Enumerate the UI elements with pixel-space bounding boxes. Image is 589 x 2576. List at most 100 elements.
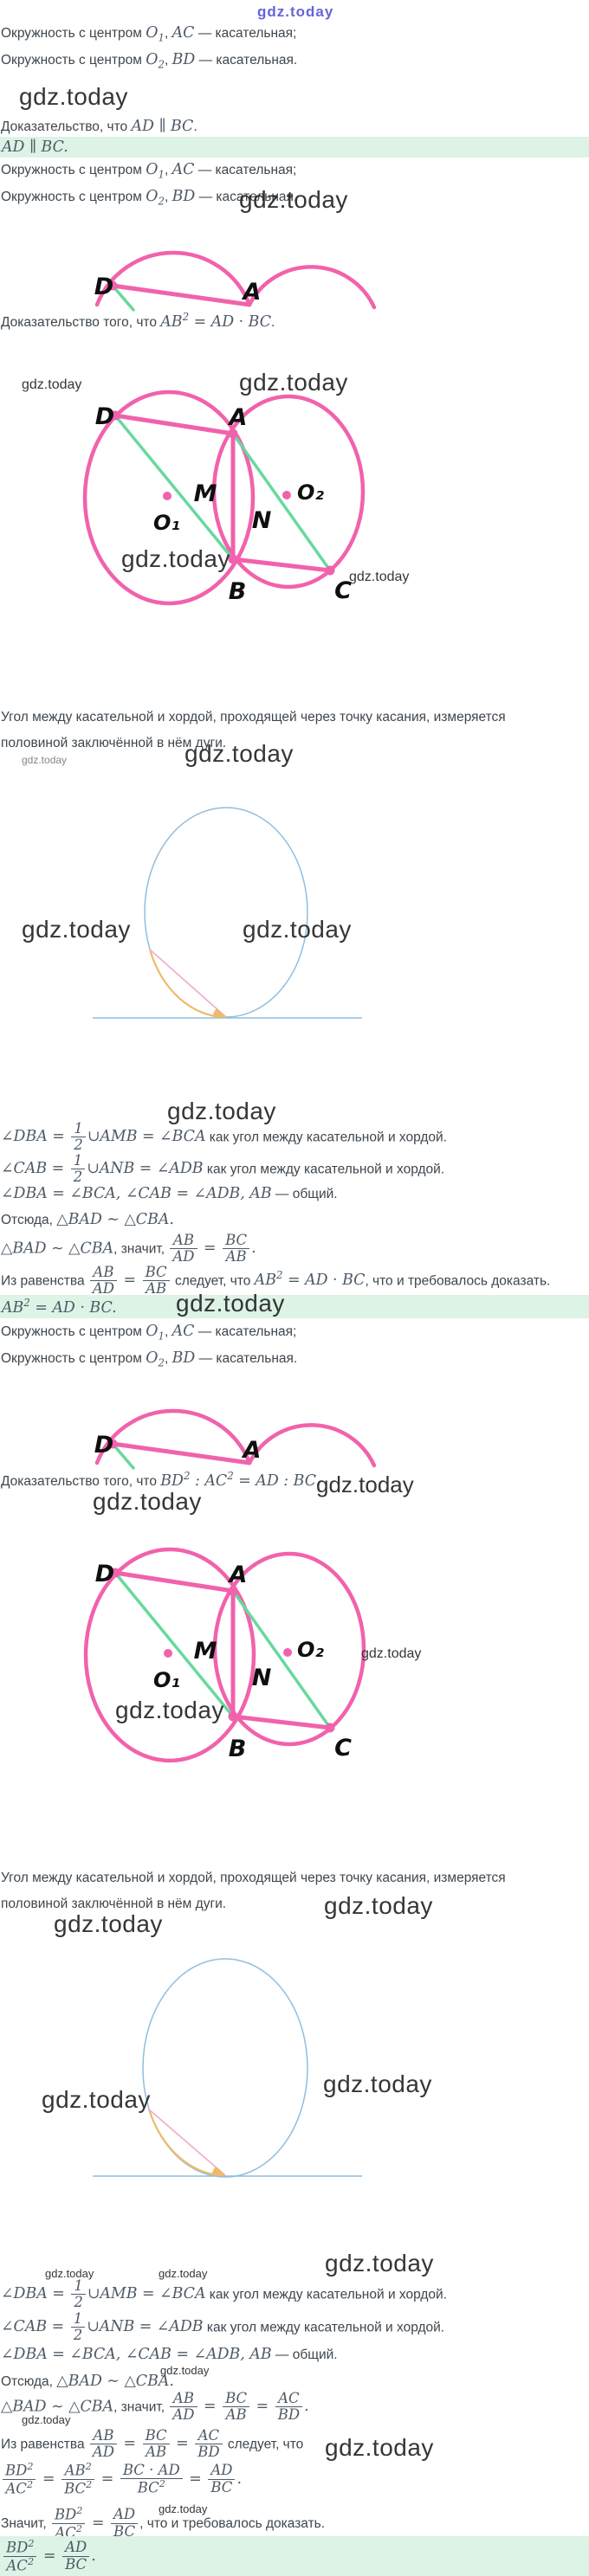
point-d [110,410,120,421]
math-step: BD2 AC2 = AB2 BC2 = BC · AD BC2 = AD BC. [1,2461,242,2497]
vertex-label-a: A [228,1562,248,1588]
segment-ac [231,432,332,572]
math-step: Отсюда, △BAD ∼ △CBA. [1,1211,174,1228]
highlight-result-task2: BD2 AC2 = AD BC. [0,2536,589,2576]
watermark: gdz.today [316,1472,414,1497]
text-line-given-circle2: Окружность с центром O2, BD — касательна… [1,188,298,208]
segment-bc [230,557,333,573]
watermark: gdz.today [19,83,128,110]
point-a [228,1586,238,1596]
watermark: gdz.today [54,1910,163,1937]
segment-bc [230,1714,333,1730]
segment-db [113,1571,235,1718]
text-line-prove-task2: Доказательство того, что BD2 : AC2 = AD … [1,1470,320,1490]
vertex-label-d: D [94,1432,113,1459]
watermark: gdz.today [349,570,410,584]
point-a [228,428,238,439]
watermark: gdz.today [22,754,68,766]
vertex-label-d: D [95,1561,114,1587]
point-o1 [164,1649,172,1658]
vertex-label-a: A [242,1437,262,1464]
watermark: gdz.today [159,2267,208,2280]
green-tick [111,284,135,312]
math-step: ∠CAB = 1 2 ∪ANB = ∠ADB как угол между каса… [1,1152,445,1186]
chord-line [149,949,227,1018]
arc-right [247,265,377,310]
text-line-given-circle1: Окружность с центром O1, AC — касательна… [1,161,297,181]
highlight-text: AD ∥ BC. [2,138,68,156]
vertex-label-d: D [94,274,113,300]
point-o2 [282,491,291,499]
circle-o2 [212,1551,366,1747]
watermark: gdz.today [257,3,334,20]
segment-da [113,413,236,436]
math-step: ∠CAB = 1 2 ∪ANB = ∠ADB как угол между каса… [1,2310,445,2344]
highlight-result-task1: AB2 = AD · BC. [0,1295,589,1318]
watermark: gdz.today [323,2070,432,2097]
point-d [107,280,118,291]
vertex-label-c: C [334,1735,352,1761]
highlight-result-parallel: AD ∥ BC. [0,137,589,158]
math-step: ∠DBA = ∠BCA, ∠CAB = ∠ADB, AB — общий. [1,1185,338,1202]
label-n: N [252,1665,272,1691]
chord-line [148,2109,226,2176]
arc-left [94,250,252,307]
watermark: gdz.today [159,2502,208,2515]
point-d [110,1568,120,1578]
vertex-label-d: D [95,403,114,430]
highlight-text: AB2 = AD · BC. [2,1297,117,1317]
label-m: M [194,1638,217,1665]
point-o2 [283,1648,292,1657]
text-line-theorem1: Угол между касательной и хордой, проходя… [1,710,506,724]
text-line-theorem2: половиной заключённой в нём дуги. [1,736,227,750]
vertex-label-a: A [242,279,262,306]
watermark: gdz.today [22,377,82,392]
center-label-o2: O₂ [297,480,324,505]
watermark: gdz.today [160,2364,210,2377]
center-label-o2: O₂ [297,1638,324,1662]
chord-da [110,283,252,307]
segment-da [113,1570,236,1594]
point-o1 [163,492,172,500]
math-step: ∠DBA = ∠BCA, ∠CAB = ∠ADB, AB — общий. [1,2346,338,2363]
arc-left [94,1408,252,1465]
text-line-given-circle2: Окружность с центром O2, BD — касательна… [1,1349,298,1369]
point-c [325,1723,335,1733]
watermark: gdz.today [325,2434,434,2461]
watermark: gdz.today [167,1098,276,1124]
angle-wedge [212,1008,226,1017]
watermark: gdz.today [239,186,348,213]
math-step: ∠DBA = 1 2 ∪AMB = ∠BCA как угол между каса… [1,2277,448,2311]
figure-tangent-circle-2 [93,1958,362,2178]
text-line-given-circle1: Окружность с центром O1, AC — касательна… [1,1323,297,1343]
math-step: △BAD ∼ △CBA, значит, AB AD = BC AB = AC BD. [1,2390,309,2424]
watermark: gdz.today [325,2250,434,2277]
watermark: gdz.today [22,916,131,943]
text-line-prove-task1: Доказательство того, что AB2 = AD · BC. [1,311,275,331]
circle-o2 [211,394,366,589]
watermark: gdz.today [361,1646,422,1661]
circle-outline [142,1958,308,2178]
point-c [325,565,335,576]
vertex-label-a: A [228,404,248,431]
watermark: gdz.today [239,369,348,396]
math-step: Значит, BD2 AC2 = AD BC, что и требовалось… [1,2505,326,2541]
chord-da [110,1441,252,1465]
watermark: gdz.today [243,916,352,943]
math-step: Отсюда, △BAD ∼ △CBA. [1,2373,174,2390]
label-n: N [252,507,272,534]
vertex-label-b: B [229,578,247,605]
figure-two-circles-1: D A B C M N O₁ O₂ [82,390,366,606]
figure-tangent-circle-1 [93,807,362,1019]
highlighted-arc [147,2109,226,2177]
watermark: gdz.today [45,2267,94,2280]
angle-wedge [211,2167,225,2175]
highlight-text: BD2 AC2 = AD BC. [0,2538,96,2574]
segment-ac [231,1589,332,1729]
point-d [107,1439,118,1449]
text-line-given-circle2: Окружность с центром O2, BD — касательна… [1,51,298,71]
watermark: gdz.today [184,740,294,767]
text-line-given-circle1: Окружность с центром O1, AC — касательна… [1,24,297,44]
vertex-label-b: B [229,1736,247,1762]
